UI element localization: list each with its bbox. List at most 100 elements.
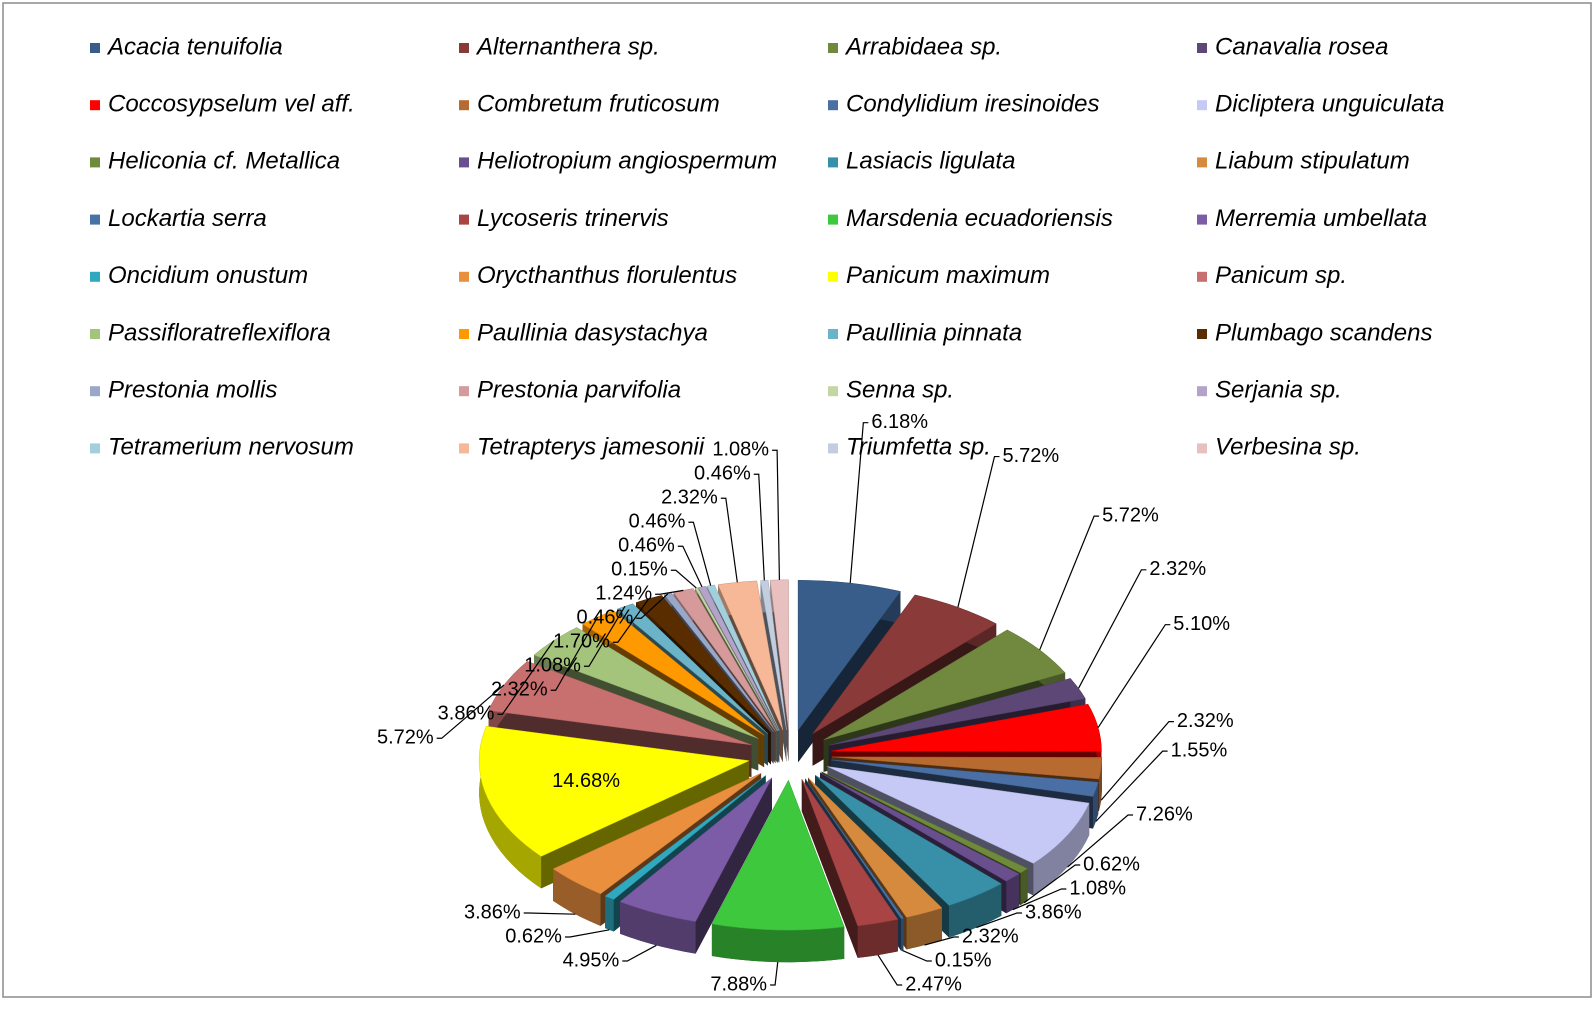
leader-line: [564, 929, 610, 938]
slice: [801, 779, 899, 958]
data-label: 1.08%: [712, 439, 769, 461]
legend-label: Prestonia parvifolia: [477, 377, 681, 404]
leader-line: [636, 593, 669, 619]
data-label: 5.72%: [1102, 504, 1159, 526]
slice-top: [582, 610, 765, 736]
legend-swatch: [459, 386, 469, 397]
legend-label: Heliconia cf. Metallica: [108, 148, 340, 175]
leader-line: [924, 936, 959, 946]
data-label: 0.46%: [694, 463, 751, 485]
slice-top: [717, 580, 784, 731]
slice-wall: [906, 908, 942, 950]
legend-label: Alternanthera sp.: [475, 33, 660, 60]
slice-wall: [901, 918, 904, 951]
legend-label: Lycoseris trinervis: [477, 205, 669, 232]
leader-line: [976, 912, 1022, 929]
slice-top: [831, 703, 1102, 752]
leader-line: [677, 545, 703, 588]
legend-swatch: [828, 100, 838, 111]
legend-label: Paullinia pinnata: [846, 319, 1022, 346]
slice-wall: [620, 901, 696, 954]
legend-label: Paullinia dasystachya: [477, 319, 708, 346]
data-label: 14.68%: [552, 770, 620, 792]
legend-swatch: [828, 443, 838, 454]
legend-label: Panicum sp.: [1215, 262, 1347, 289]
data-label: 1.55%: [1171, 739, 1228, 761]
leader-line: [550, 616, 599, 691]
legend-label: Triumfetta sp.: [846, 434, 991, 461]
data-label: 1.08%: [1069, 877, 1126, 899]
leader-line: [1077, 569, 1147, 689]
data-label: 0.46%: [577, 607, 634, 629]
legend-swatch: [1197, 43, 1207, 53]
legend-label: Arrabidaea sp.: [844, 33, 1002, 60]
leader-line: [622, 944, 657, 962]
legend-swatch: [1197, 329, 1207, 339]
slice-top: [819, 772, 1020, 882]
legend-swatch: [90, 43, 100, 53]
slice-top: [760, 579, 787, 730]
legend-label: Acacia tenuifolia: [106, 33, 283, 60]
pie: [478, 579, 1103, 963]
legend-swatch: [90, 271, 100, 282]
legend-swatch: [90, 386, 100, 397]
slice-top: [821, 771, 1029, 874]
legend-label: Dicliptera unguiculata: [1215, 91, 1444, 118]
data-label: 3.86%: [438, 703, 495, 725]
leader-line: [1097, 624, 1171, 728]
legend-label: Coccosypselum vel aff.: [108, 91, 355, 118]
slice-wall: [949, 883, 1002, 938]
legend-label: Senna sp.: [846, 377, 954, 404]
slice-top: [831, 759, 1099, 797]
legend-swatch: [459, 443, 469, 454]
legend-swatch: [459, 43, 469, 53]
slice-top: [478, 726, 750, 857]
slice-top: [552, 773, 762, 895]
legend-label: Combretum fruticosum: [477, 91, 720, 118]
leader-line: [1023, 864, 1081, 904]
data-label: 2.32%: [1177, 710, 1234, 732]
legend-label: Verbesina sp.: [1215, 434, 1361, 461]
legend-swatch: [1197, 271, 1207, 282]
data-label: 6.18%: [871, 411, 928, 433]
data-label: 5.72%: [1002, 445, 1059, 467]
slice-top: [831, 756, 1103, 780]
slice-top: [635, 595, 772, 733]
leader-line: [1067, 814, 1134, 868]
legend-label: Lockartia serra: [108, 205, 267, 232]
slice-wall: [1020, 868, 1028, 905]
data-label: 7.26%: [1136, 803, 1193, 825]
leader-line: [957, 455, 1000, 608]
legend-label: Marsdenia ecuadoriensis: [846, 205, 1113, 232]
data-label: 2.32%: [962, 925, 1019, 947]
legend-swatch: [828, 386, 838, 397]
legend-label: Plumbago scandens: [1215, 319, 1432, 346]
legend-label: Serjania sp.: [1215, 377, 1342, 404]
leader-line: [1095, 750, 1168, 822]
data-label: 1.24%: [595, 583, 652, 605]
slice-top: [827, 766, 1090, 864]
legend-label: Tetramerium nervosum: [108, 434, 354, 461]
slice-top: [706, 584, 780, 731]
legend-swatch: [90, 157, 100, 168]
leader-line: [770, 961, 779, 986]
leader-line: [497, 640, 555, 715]
leader-line: [902, 949, 932, 962]
legend-swatch: [828, 43, 838, 53]
legend-swatch: [1197, 443, 1207, 454]
legend-swatch: [1197, 100, 1207, 111]
data-label: 5.72%: [377, 727, 434, 749]
leader-line: [877, 954, 903, 986]
legend-swatch: [459, 329, 469, 339]
data-label: 5.10%: [1173, 613, 1230, 635]
legend-swatch: [828, 329, 838, 339]
slice-wall: [857, 919, 898, 958]
data-label: 4.95%: [563, 949, 620, 971]
slice: [619, 777, 773, 954]
slice-top: [616, 603, 768, 734]
leader-line: [436, 684, 505, 739]
leader-line: [688, 521, 712, 586]
slice-top: [828, 678, 1086, 746]
legend-swatch: [1197, 157, 1207, 168]
legend-label: Panicum maximum: [846, 262, 1050, 289]
